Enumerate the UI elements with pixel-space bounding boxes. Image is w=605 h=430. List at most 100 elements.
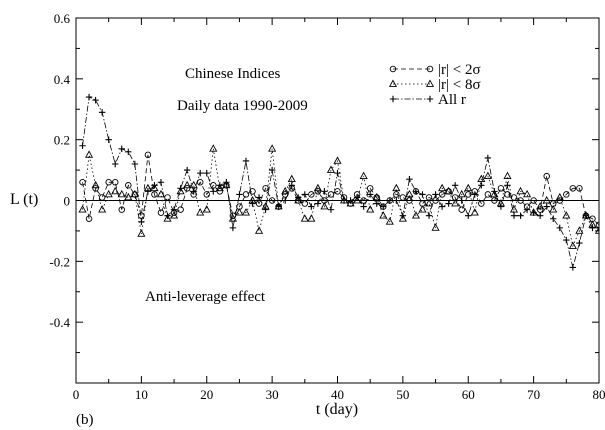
data-point-circle — [144, 151, 152, 159]
y-tick-label: 0.4 — [54, 72, 71, 87]
data-point-plus — [478, 182, 485, 189]
data-point-plus — [327, 206, 335, 213]
data-point-triangle — [536, 202, 545, 210]
data-point-plus — [399, 212, 407, 219]
annotation-daily-data: Daily data 1990-2009 — [177, 98, 308, 114]
data-point-plus — [569, 264, 577, 271]
x-tick-label: 10 — [135, 387, 148, 402]
data-point-triangle — [346, 199, 355, 207]
x-tick-label: 60 — [462, 387, 475, 402]
data-point-triangle — [287, 174, 296, 183]
data-point-plus — [432, 191, 439, 198]
data-point-plus — [536, 212, 544, 219]
data-point-plus — [183, 166, 191, 174]
x-tick-label: 50 — [396, 387, 409, 402]
data-point-circle — [216, 188, 224, 195]
data-point-plus — [118, 145, 125, 152]
data-point-triangle — [568, 241, 577, 249]
data-point-circle — [595, 221, 599, 229]
data-point-circle — [196, 178, 204, 186]
data-point-triangle — [405, 189, 414, 198]
data-point-triangle — [130, 189, 139, 198]
x-axis-label: t (day) — [316, 401, 358, 418]
data-point-circle — [242, 191, 250, 198]
data-point-plus — [262, 206, 269, 213]
data-point-circle — [543, 172, 550, 180]
data-point-circle — [510, 194, 518, 201]
data-point-triangle — [470, 208, 479, 216]
data-point-plus — [125, 148, 132, 156]
data-point-circle — [536, 206, 544, 213]
data-point-triangle — [490, 189, 499, 198]
data-point-triangle — [228, 214, 237, 222]
data-point-triangle — [170, 211, 179, 219]
data-point-triangle — [183, 180, 192, 189]
data-point-plus — [491, 188, 498, 195]
data-point-triangle — [457, 189, 466, 198]
data-point-plus — [138, 218, 145, 225]
data-point-circle — [576, 185, 583, 192]
data-point-circle — [484, 191, 492, 198]
data-point-circle — [334, 188, 341, 195]
data-point-plus — [164, 212, 171, 219]
data-point-triangle — [235, 208, 244, 216]
data-point-triangle — [268, 144, 277, 152]
data-point-plus — [504, 182, 511, 189]
data-point-triangle — [451, 199, 460, 207]
data-point-triangle — [124, 192, 133, 201]
data-point-triangle — [372, 192, 381, 201]
data-point-triangle — [392, 183, 401, 192]
data-point-plus — [268, 166, 276, 174]
data-point-plus — [523, 206, 531, 213]
data-point-plus — [92, 96, 99, 104]
data-point-triangle — [111, 186, 120, 195]
data-point-plus — [249, 200, 256, 207]
data-point-circle — [164, 194, 171, 201]
data-point-triangle — [483, 171, 492, 180]
data-point-circle — [111, 178, 119, 186]
data-point-triangle — [215, 183, 224, 192]
data-point-triangle — [281, 186, 290, 195]
x-tick-label: 80 — [593, 387, 605, 402]
data-point-plus — [380, 203, 387, 210]
data-point-circle — [569, 185, 577, 192]
data-point-plus — [497, 203, 505, 210]
x-tick-label: 40 — [331, 387, 344, 402]
data-point-circle — [79, 178, 86, 186]
data-point-triangle — [549, 205, 558, 213]
data-point-triangle — [313, 183, 322, 192]
data-point-plus — [275, 203, 282, 210]
data-point-plus — [216, 182, 224, 189]
data-point-triangle — [594, 226, 599, 234]
data-point-triangle — [398, 214, 407, 222]
legend-marker — [388, 79, 398, 87]
data-point-plus — [144, 188, 152, 195]
data-point-plus — [98, 109, 106, 116]
y-tick-label: 0.2 — [54, 133, 70, 148]
data-point-triangle — [431, 223, 440, 231]
data-point-triangle — [196, 208, 205, 216]
data-point-plus — [131, 160, 139, 168]
data-point-triangle — [366, 205, 375, 213]
data-point-plus — [471, 191, 478, 198]
data-point-plus — [517, 212, 524, 219]
data-point-plus — [157, 179, 165, 186]
data-point-triangle — [294, 195, 303, 204]
data-point-plus — [353, 194, 361, 201]
data-point-circle — [105, 178, 112, 186]
data-point-circle — [393, 191, 400, 198]
data-point-plus — [314, 200, 322, 207]
data-point-triangle — [307, 214, 316, 222]
series-line-triangle — [82, 148, 599, 248]
data-point-plus — [550, 215, 557, 222]
data-point-plus — [197, 169, 204, 177]
data-point-plus — [295, 194, 302, 201]
data-point-plus — [255, 194, 263, 201]
data-point-circle — [125, 182, 132, 189]
data-point-circle — [327, 191, 335, 198]
data-point-circle — [301, 200, 309, 207]
data-point-plus — [419, 191, 426, 198]
data-point-plus — [484, 154, 492, 162]
legend-label: |r| < 8σ — [438, 77, 481, 93]
